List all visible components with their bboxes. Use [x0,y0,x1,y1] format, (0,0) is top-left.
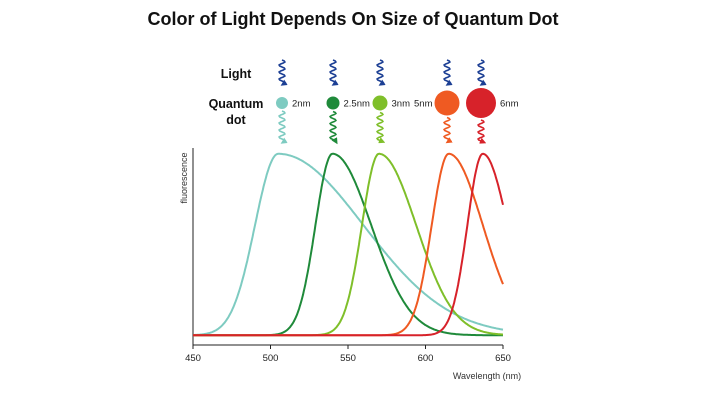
emission-wave-arrow-3nm [376,111,386,144]
y-axis-label: fluorescence [179,152,189,203]
quantum-dot-label-line2: dot [226,113,246,127]
quantum-dot-2nm [276,97,288,109]
emission-wave-arrow-6nm [477,119,487,144]
quantum-dot-5nm [434,90,460,116]
series-line-6nm [192,152,504,337]
light-wave-arrow-2nm [278,59,288,86]
light-wave-arrow-3nm [376,59,386,86]
light-wave-arrow-2.5nm [329,59,339,86]
x-tick-label-650: 650 [495,353,511,364]
x-tick-label-500: 500 [263,353,279,364]
emission-wave-arrow-2.5nm [329,110,338,145]
dot-size-label-3nm: 3nm [392,99,411,110]
quantum-dot-2.5nm [326,96,340,110]
quantum-dot-3nm [372,95,388,111]
fluorescence-curves [192,152,504,337]
x-tick-label-550: 550 [340,353,356,364]
x-axis-label: Wavelength (nm) [453,371,521,381]
emission-wave-arrow-2nm [278,110,288,144]
quantum-dot-illustration: 2nm 2.5nm 3nm 5nm 6nm [276,59,519,145]
series-line-2.5nm [192,152,504,337]
series-line-2nm [192,152,504,336]
x-tick-label-450: 450 [185,353,201,364]
chart-title: Color of Light Depends On Size of Quantu… [147,9,559,29]
x-ticks: 450 500 550 600 650 [185,345,511,364]
emission-wave-arrow-5nm [443,116,453,144]
dot-size-label-2nm: 2nm [292,99,311,110]
series-line-5nm [192,152,504,337]
light-wave-arrow-5nm [443,59,453,86]
dot-size-label-5nm: 5nm [414,99,433,110]
quantum-dot-6nm [466,88,496,118]
dot-size-label-2.5nm: 2.5nm [344,99,370,110]
dot-size-label-6nm: 6nm [500,99,519,110]
light-label: Light [221,67,252,81]
quantum-dot-label-line1: Quantum [209,97,264,111]
series-line-3nm [192,152,504,337]
x-tick-label-600: 600 [418,353,434,364]
light-wave-arrow-6nm [477,59,487,86]
